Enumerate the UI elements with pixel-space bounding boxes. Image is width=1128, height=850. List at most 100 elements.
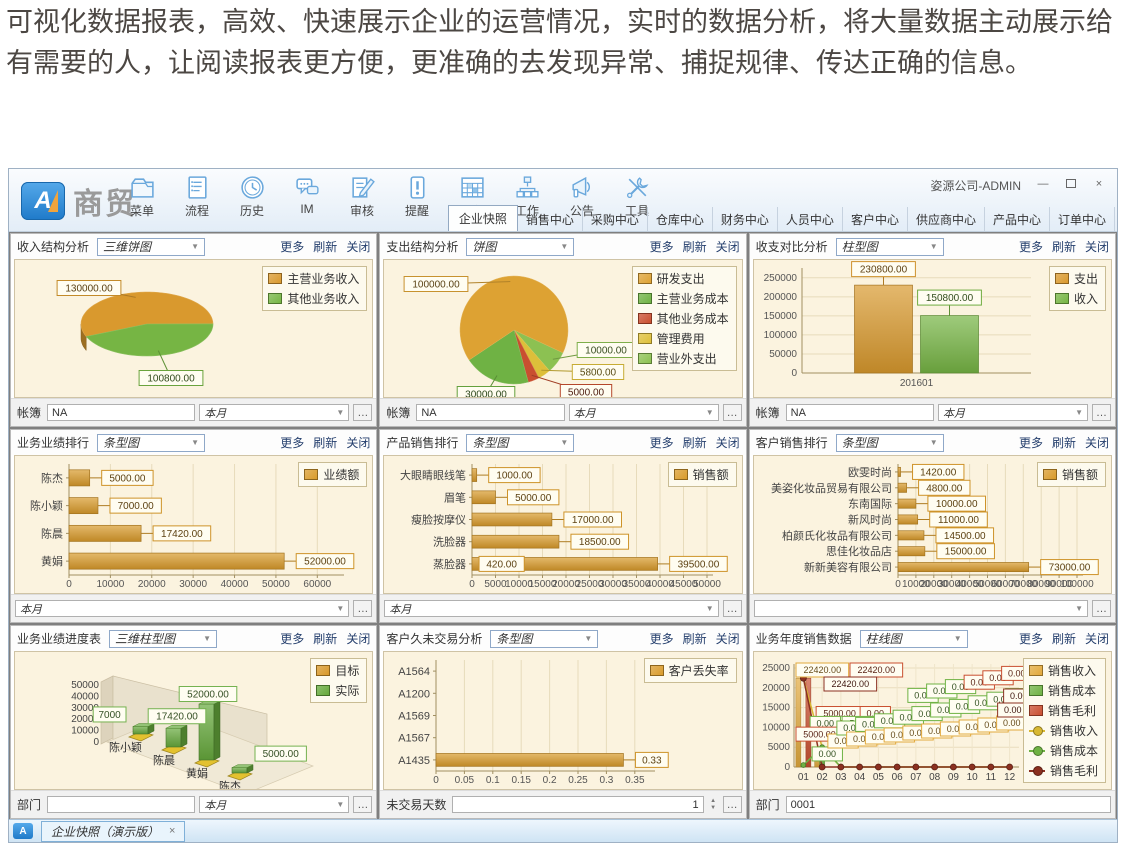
refresh-link[interactable]: 刷新 xyxy=(682,436,707,450)
ellipsis-button[interactable]: … xyxy=(1092,600,1111,617)
no-trade-days-input[interactable]: 1 xyxy=(452,796,704,813)
refresh-link[interactable]: 刷新 xyxy=(313,240,338,254)
chart-type-select[interactable]: 三维柱型图 ▼ xyxy=(109,629,218,648)
more-link[interactable]: 更多 xyxy=(649,436,674,450)
toolbar-button-history[interactable]: 历史 xyxy=(231,174,273,219)
tab-staff-center[interactable]: 人员中心 xyxy=(778,207,843,231)
svg-text:250000: 250000 xyxy=(763,273,797,284)
more-link[interactable]: 更多 xyxy=(649,240,674,254)
close-link[interactable]: 关闭 xyxy=(1084,436,1109,450)
center-tabs: 企业快照 销售中心 采购中心 仓库中心 财务中心 人员中心 客户中心 供应商中心… xyxy=(447,205,1115,231)
ledger-label: 帐簿 xyxy=(17,406,42,420)
tab-customer-center[interactable]: 客户中心 xyxy=(843,207,908,231)
ledger-input[interactable]: NA xyxy=(47,404,196,421)
toolbar-button-flow[interactable]: 流程 xyxy=(176,174,218,219)
more-link[interactable]: 更多 xyxy=(280,436,305,450)
period-select[interactable]: ▼ xyxy=(753,600,1088,617)
more-link[interactable]: 更多 xyxy=(1018,240,1043,254)
toolbar-button-tools[interactable]: 工具 xyxy=(616,174,658,219)
wrench-icon xyxy=(626,177,649,198)
svg-text:瘦脸按摩仪: 瘦脸按摩仪 xyxy=(411,513,466,527)
department-input[interactable] xyxy=(47,796,196,813)
svg-text:1420.00: 1420.00 xyxy=(920,467,957,478)
close-link[interactable]: 关闭 xyxy=(1084,632,1109,646)
refresh-link[interactable]: 刷新 xyxy=(682,240,707,254)
close-link[interactable]: 关闭 xyxy=(1084,240,1109,254)
close-button[interactable]: × xyxy=(1095,177,1103,190)
period-select[interactable]: 本月 ▼ xyxy=(199,796,350,813)
taskbar-tab[interactable]: 企业快照（演示版） × xyxy=(41,820,186,842)
chart-type-select[interactable]: 条型图 ▼ xyxy=(490,629,599,648)
refresh-link[interactable]: 刷新 xyxy=(313,436,338,450)
ellipsis-button[interactable]: … xyxy=(353,796,373,813)
chart-type-select[interactable]: 三维饼图 ▼ xyxy=(97,237,206,256)
more-link[interactable]: 更多 xyxy=(1018,436,1043,450)
toolbar-button-im[interactable]: IM xyxy=(286,174,328,219)
refresh-link[interactable]: 刷新 xyxy=(1051,632,1076,646)
svg-text:5800.00: 5800.00 xyxy=(580,368,617,379)
tab-order-center[interactable]: 订单中心 xyxy=(1050,207,1115,231)
ellipsis-button[interactable]: … xyxy=(722,404,742,421)
more-link[interactable]: 更多 xyxy=(280,240,305,254)
tab-enterprise-snapshot[interactable]: 企业快照 xyxy=(447,205,518,231)
period-select[interactable]: 本月 ▼ xyxy=(938,404,1088,421)
panel-title: 业务年度销售数据 xyxy=(755,632,852,646)
close-link[interactable]: 关闭 xyxy=(346,240,371,254)
tab-supplier-center[interactable]: 供应商中心 xyxy=(908,207,985,231)
ledger-input[interactable]: NA xyxy=(785,404,934,421)
tab-sales-center[interactable]: 销售中心 xyxy=(518,207,583,231)
period-select[interactable]: 本月 ▼ xyxy=(568,404,719,421)
income-structure-chart-area: 130000.00 100800.00 主营业务收入 其他业务收入 xyxy=(14,259,374,398)
chart-type-select[interactable]: 条型图 ▼ xyxy=(466,433,575,452)
chart-type-select[interactable]: 饼图 ▼ xyxy=(466,237,575,256)
tab-purchase-center[interactable]: 采购中心 xyxy=(583,207,648,231)
chevron-down-icon: ▼ xyxy=(336,408,345,417)
ellipsis-button[interactable]: … xyxy=(353,600,373,617)
chart-type-select[interactable]: 柱线图 ▼ xyxy=(859,629,968,648)
minimize-button[interactable]: — xyxy=(1037,177,1049,190)
chevron-down-icon: ▼ xyxy=(953,634,962,643)
svg-text:7000: 7000 xyxy=(98,710,121,721)
toolbar-button-menu[interactable]: 菜单 xyxy=(121,174,163,219)
toolbar-button-reminder[interactable]: 提醒 xyxy=(396,174,438,219)
ellipsis-button[interactable]: … xyxy=(353,404,373,421)
brand-name: 商贸 xyxy=(73,188,137,221)
period-select[interactable]: 本月 ▼ xyxy=(199,404,350,421)
refresh-link[interactable]: 刷新 xyxy=(1051,436,1076,450)
period-select[interactable]: 本月 ▼ xyxy=(384,600,719,617)
chart-type-select[interactable]: 条型图 ▼ xyxy=(835,433,944,452)
ellipsis-button[interactable]: … xyxy=(1092,404,1111,421)
tab-finance-center[interactable]: 财务中心 xyxy=(713,207,778,231)
toolbar-button-work[interactable]: 工作 xyxy=(506,174,548,219)
more-link[interactable]: 更多 xyxy=(280,632,305,646)
refresh-link[interactable]: 刷新 xyxy=(313,632,338,646)
department-input[interactable]: 0001 xyxy=(785,796,1111,813)
chevron-down-icon: ▼ xyxy=(1075,604,1083,613)
refresh-link[interactable]: 刷新 xyxy=(1051,240,1076,254)
close-link[interactable]: 关闭 xyxy=(346,632,371,646)
svg-text:A1435: A1435 xyxy=(399,755,431,767)
close-link[interactable]: 关闭 xyxy=(715,240,740,254)
tab-warehouse-center[interactable]: 仓库中心 xyxy=(648,207,713,231)
more-link[interactable]: 更多 xyxy=(649,632,674,646)
svg-text:0: 0 xyxy=(784,762,790,773)
chart-legend: 业绩额 xyxy=(298,462,368,487)
tab-close-icon[interactable]: × xyxy=(169,825,176,837)
ellipsis-button[interactable]: … xyxy=(722,600,742,617)
ellipsis-button[interactable]: … xyxy=(722,796,742,813)
svg-text:0.00: 0.00 xyxy=(1004,705,1022,715)
refresh-link[interactable]: 刷新 xyxy=(682,632,707,646)
restore-button[interactable] xyxy=(1059,175,1083,192)
chart-type-select[interactable]: 条型图 ▼ xyxy=(97,433,206,452)
period-select[interactable]: 本月 ▼ xyxy=(15,600,350,617)
chart-type-select[interactable]: 柱型图 ▼ xyxy=(835,237,944,256)
tab-product-center[interactable]: 产品中心 xyxy=(985,207,1050,231)
stepper-control[interactable]: ▲ ▼ xyxy=(708,796,719,813)
ledger-input[interactable]: NA xyxy=(416,404,565,421)
toolbar-button-audit[interactable]: 审核 xyxy=(341,174,383,219)
close-link[interactable]: 关闭 xyxy=(715,436,740,450)
step-down-icon: ▼ xyxy=(710,804,717,811)
more-link[interactable]: 更多 xyxy=(1018,632,1043,646)
close-link[interactable]: 关闭 xyxy=(715,632,740,646)
close-link[interactable]: 关闭 xyxy=(346,436,371,450)
